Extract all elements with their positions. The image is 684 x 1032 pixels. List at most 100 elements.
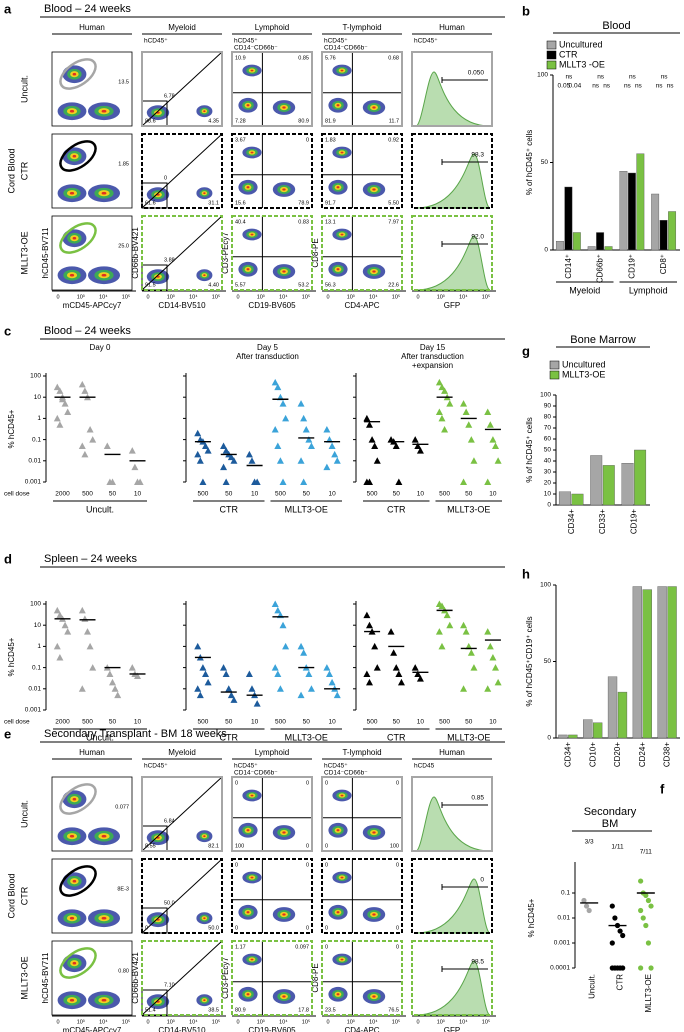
y-tick-label: 0 bbox=[544, 247, 548, 254]
point bbox=[297, 691, 305, 699]
x-tick-label: 0 bbox=[146, 1019, 149, 1025]
x-tick-label: CD14⁺ bbox=[564, 254, 573, 279]
cell-cloud bbox=[246, 186, 250, 189]
dose-tick-label: 10 bbox=[251, 719, 259, 726]
gate-value: 0 bbox=[235, 925, 238, 931]
dose-label: cell dose bbox=[4, 491, 30, 498]
cell-cloud bbox=[246, 993, 250, 996]
point bbox=[460, 478, 468, 485]
point bbox=[248, 685, 256, 692]
point bbox=[411, 664, 419, 671]
point bbox=[78, 380, 86, 388]
x-tick-label: 10³ bbox=[437, 294, 445, 300]
gate-value: 0.097 bbox=[295, 944, 309, 950]
gate-value: 5.57 bbox=[235, 282, 246, 288]
group-label: CTR bbox=[220, 732, 239, 742]
bar bbox=[602, 465, 615, 506]
plot-frame bbox=[231, 776, 313, 852]
point bbox=[297, 457, 305, 464]
gate-label: hCD45⁺ bbox=[234, 763, 258, 770]
panel-letter: f bbox=[660, 781, 665, 796]
subpanel-title: Day 5 bbox=[257, 343, 278, 352]
point bbox=[222, 670, 230, 677]
point bbox=[371, 442, 379, 449]
column-header: Lymphoid bbox=[255, 23, 289, 32]
annotation: ns bbox=[624, 83, 632, 90]
gate-value: 0 bbox=[325, 843, 328, 849]
point bbox=[194, 450, 202, 458]
gate-value: 1.85 bbox=[118, 161, 129, 167]
point bbox=[305, 670, 313, 677]
gate-value: 0.80 bbox=[118, 968, 129, 974]
plot-frame bbox=[231, 51, 313, 127]
cell-cloud bbox=[69, 834, 75, 838]
bar bbox=[668, 211, 677, 251]
x-tick-label: CD38+ bbox=[663, 742, 672, 767]
dose-tick-label: 10 bbox=[489, 719, 497, 726]
gate-label: CD14⁻CD66b⁻ bbox=[324, 45, 368, 52]
bar bbox=[617, 691, 628, 739]
histogram bbox=[415, 71, 491, 127]
y-tick-label: 100 bbox=[540, 392, 551, 399]
point bbox=[106, 670, 114, 677]
plot-frame bbox=[321, 858, 403, 934]
y-axis-label: hCD45-BV711 bbox=[41, 952, 50, 1004]
point bbox=[438, 383, 446, 391]
x-tick-label: 0 bbox=[236, 294, 239, 300]
point bbox=[438, 642, 446, 650]
row-label: Uncult. bbox=[19, 800, 29, 828]
x-tick-label: 10⁴ bbox=[279, 293, 288, 300]
fraction-label: 3/3 bbox=[585, 839, 594, 846]
point bbox=[467, 436, 475, 443]
x-tick-label: 0 bbox=[56, 294, 59, 300]
x-tick-label: 0 bbox=[416, 294, 419, 300]
point bbox=[53, 414, 61, 422]
point bbox=[484, 478, 492, 485]
point bbox=[392, 442, 400, 449]
point bbox=[279, 478, 287, 485]
x-tick-label: CD8⁺ bbox=[659, 254, 668, 274]
gate-diagonal bbox=[141, 133, 223, 209]
plot-frame bbox=[321, 215, 403, 291]
gate-label: hCD45⁺ bbox=[234, 38, 258, 45]
y-tick-label: 70 bbox=[544, 425, 552, 432]
gate-diagonal bbox=[141, 776, 223, 852]
cell-cloud bbox=[203, 999, 206, 1002]
point bbox=[59, 395, 66, 403]
gate-value: 51.4 bbox=[145, 1007, 156, 1013]
point bbox=[395, 478, 403, 485]
y-tick-label: 0 bbox=[547, 502, 551, 509]
x-tick-label: CD34+ bbox=[564, 742, 573, 767]
plot-frame bbox=[231, 215, 313, 291]
gate-value: 0.92 bbox=[388, 137, 399, 143]
dose-tick-label: 50 bbox=[303, 491, 311, 498]
cell-cloud bbox=[372, 106, 376, 109]
x-tick-label: 10³ bbox=[257, 294, 265, 300]
x-tick-label: 0 bbox=[56, 1019, 59, 1025]
gate-value: 4.35 bbox=[208, 118, 219, 124]
point bbox=[279, 621, 287, 629]
point bbox=[609, 965, 615, 971]
y-tick-label: 0.001 bbox=[25, 707, 42, 714]
x-axis-label: CD4-APC bbox=[344, 1026, 379, 1032]
point bbox=[645, 940, 652, 946]
bar bbox=[659, 220, 668, 251]
y-tick-label: 0 bbox=[547, 735, 551, 742]
dose-tick-label: 50 bbox=[225, 719, 233, 726]
point bbox=[307, 442, 315, 449]
y-tick-label: 10 bbox=[34, 394, 42, 401]
x-axis-label: CD4-APC bbox=[344, 301, 379, 310]
bar bbox=[619, 171, 628, 251]
gate-value: 25.0 bbox=[118, 243, 129, 249]
cell-cloud bbox=[246, 911, 250, 914]
gate-value: 0 bbox=[235, 780, 238, 786]
point bbox=[395, 670, 403, 677]
y-tick-label: 10 bbox=[544, 491, 552, 498]
bar bbox=[593, 722, 603, 739]
point bbox=[494, 678, 502, 686]
cell-cloud bbox=[336, 104, 340, 107]
bar bbox=[667, 586, 677, 739]
y-tick-label: 100 bbox=[30, 601, 41, 608]
x-tick-label: 10⁵ bbox=[392, 1018, 400, 1025]
